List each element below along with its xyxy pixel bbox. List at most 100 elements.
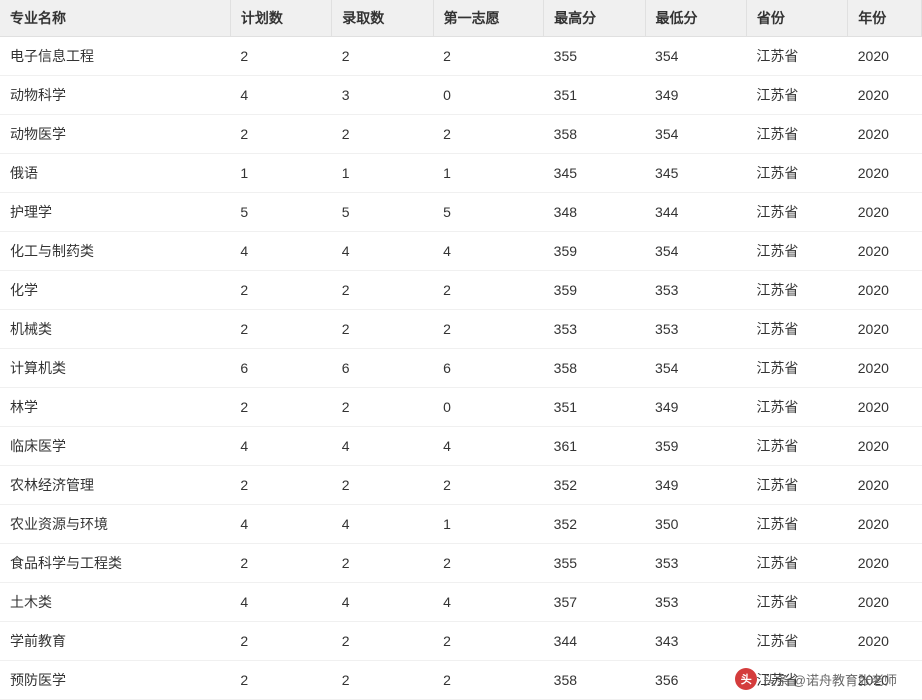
table-row: 护理学555348344江苏省2020 [0,193,922,232]
cell-province: 江苏省 [746,37,847,76]
cell-max: 355 [544,37,645,76]
table-row: 化工与制药类444359354江苏省2020 [0,232,922,271]
cell-min: 345 [645,154,746,193]
cell-year: 2020 [848,76,922,115]
cell-major: 化工与制药类 [0,232,230,271]
cell-first: 0 [433,76,544,115]
cell-major: 动物医学 [0,115,230,154]
cell-max: 355 [544,544,645,583]
col-min: 最低分 [645,0,746,37]
cell-admit: 6 [332,349,433,388]
cell-year: 2020 [848,622,922,661]
cell-first: 5 [433,193,544,232]
cell-admit: 2 [332,466,433,505]
cell-min: 349 [645,76,746,115]
table-row: 俄语111345345江苏省2020 [0,154,922,193]
cell-major: 学前教育 [0,622,230,661]
cell-max: 357 [544,583,645,622]
cell-major: 机械类 [0,310,230,349]
cell-year: 2020 [848,115,922,154]
cell-plan: 1 [230,154,331,193]
cell-first: 2 [433,466,544,505]
cell-admit: 4 [332,583,433,622]
cell-first: 2 [433,661,544,700]
cell-year: 2020 [848,427,922,466]
cell-year: 2020 [848,505,922,544]
cell-max: 344 [544,622,645,661]
table-row: 机械类222353353江苏省2020 [0,310,922,349]
col-max: 最高分 [544,0,645,37]
cell-min: 356 [645,661,746,700]
cell-year: 2020 [848,232,922,271]
cell-plan: 2 [230,388,331,427]
cell-major: 电子信息工程 [0,37,230,76]
table-row: 土木类444357353江苏省2020 [0,583,922,622]
table-row: 农业资源与环境441352350江苏省2020 [0,505,922,544]
cell-plan: 2 [230,271,331,310]
cell-plan: 2 [230,622,331,661]
cell-first: 2 [433,310,544,349]
table-body: 电子信息工程222355354江苏省2020动物科学430351349江苏省20… [0,37,922,700]
cell-first: 4 [433,583,544,622]
cell-province: 江苏省 [746,466,847,505]
cell-first: 0 [433,388,544,427]
cell-plan: 2 [230,466,331,505]
cell-major: 动物科学 [0,76,230,115]
cell-admit: 2 [332,661,433,700]
cell-province: 江苏省 [746,583,847,622]
cell-max: 358 [544,661,645,700]
cell-admit: 5 [332,193,433,232]
cell-max: 351 [544,388,645,427]
cell-admit: 1 [332,154,433,193]
table-row: 林学220351349江苏省2020 [0,388,922,427]
cell-first: 2 [433,37,544,76]
cell-max: 353 [544,310,645,349]
cell-max: 352 [544,466,645,505]
cell-min: 354 [645,37,746,76]
cell-first: 4 [433,232,544,271]
cell-year: 2020 [848,466,922,505]
cell-year: 2020 [848,193,922,232]
cell-max: 348 [544,193,645,232]
cell-major: 林学 [0,388,230,427]
cell-year: 2020 [848,310,922,349]
cell-plan: 4 [230,427,331,466]
cell-max: 359 [544,232,645,271]
watermark-text: 头条 @诺舟教育张老师 [763,670,897,689]
cell-min: 359 [645,427,746,466]
cell-min: 353 [645,310,746,349]
cell-major: 俄语 [0,154,230,193]
cell-province: 江苏省 [746,622,847,661]
cell-province: 江苏省 [746,544,847,583]
cell-max: 361 [544,427,645,466]
table-row: 动物医学222358354江苏省2020 [0,115,922,154]
table-row: 农林经济管理222352349江苏省2020 [0,466,922,505]
cell-min: 344 [645,193,746,232]
cell-major: 计算机类 [0,349,230,388]
cell-plan: 2 [230,661,331,700]
admission-table: 专业名称计划数录取数第一志愿最高分最低分省份年份 电子信息工程222355354… [0,0,922,700]
cell-province: 江苏省 [746,349,847,388]
cell-year: 2020 [848,154,922,193]
cell-province: 江苏省 [746,76,847,115]
cell-min: 343 [645,622,746,661]
cell-province: 江苏省 [746,193,847,232]
col-first: 第一志愿 [433,0,544,37]
cell-admit: 2 [332,544,433,583]
cell-max: 345 [544,154,645,193]
cell-plan: 2 [230,115,331,154]
col-plan: 计划数 [230,0,331,37]
cell-plan: 6 [230,349,331,388]
cell-major: 食品科学与工程类 [0,544,230,583]
cell-province: 江苏省 [746,154,847,193]
cell-year: 2020 [848,349,922,388]
cell-admit: 3 [332,76,433,115]
cell-first: 2 [433,115,544,154]
cell-admit: 2 [332,271,433,310]
cell-major: 预防医学 [0,661,230,700]
cell-plan: 4 [230,505,331,544]
cell-plan: 4 [230,232,331,271]
cell-major: 土木类 [0,583,230,622]
table-row: 计算机类666358354江苏省2020 [0,349,922,388]
cell-max: 351 [544,76,645,115]
